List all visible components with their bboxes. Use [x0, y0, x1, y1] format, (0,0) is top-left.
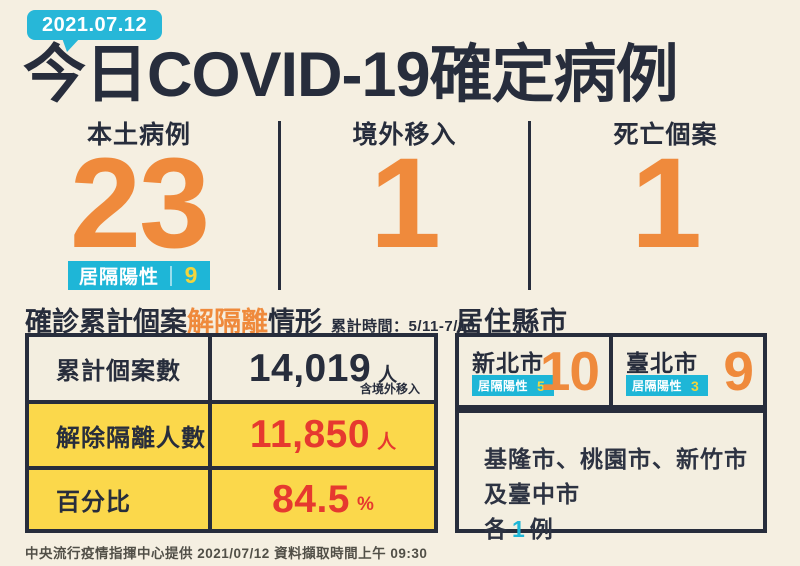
residence-city-box: 新北市 居隔陽性 5 10 臺北市 居隔陽性 3 9: [455, 333, 767, 409]
isolation-section-title: 確診累計個案解隔離情形 累計時間：5/11-7/10: [25, 300, 476, 339]
value-unit: %: [357, 493, 374, 515]
daily-stats-row: 本土病例 23 居隔陽性 9 境外移入 1 死亡個案 1: [0, 121, 800, 290]
note-suffix: 例: [529, 516, 554, 542]
badge-value: 3: [691, 377, 699, 394]
note-prefix: 各: [484, 516, 508, 542]
value-number: 11,850: [249, 413, 371, 456]
city-case-count: 9: [723, 340, 754, 402]
source-attribution: 中央流行疫情指揮中心提供 2021/07/12 資料擷取時間上午 09:30: [25, 546, 428, 561]
badge-label: 居隔陽性: [478, 379, 529, 393]
isolation-table: 累計個案數 14,019 人 含境外移入 解除隔離人數 11,850 人 百分比…: [25, 333, 438, 533]
date-badge-text: 2021.07.12: [42, 13, 148, 36]
stat-label: 死亡個案: [613, 121, 718, 149]
city-name: 新北市: [472, 350, 544, 376]
stat-value: 1: [630, 132, 702, 275]
badge-label: 居隔陽性: [79, 267, 160, 288]
stat-label: 本土病例: [86, 121, 191, 149]
city-case-count: 10: [539, 340, 600, 402]
stat-label: 境外移入: [352, 121, 457, 149]
badge-divider: [170, 265, 172, 286]
value-unit: 人: [378, 365, 398, 386]
quarantine-positive-badge: 居隔陽性 3: [626, 375, 708, 396]
badge-label: 居隔陽性: [632, 379, 683, 393]
table-row: 解除隔離人數 11,850 人: [29, 400, 434, 466]
row-label: 百分比: [29, 470, 212, 529]
quarantine-positive-badge: 居隔陽性 5: [472, 375, 554, 396]
table-row: 累計個案數 14,019 人 含境外移入: [29, 337, 434, 400]
city-cell-taipei: 臺北市 居隔陽性 3 9: [609, 337, 763, 405]
period-label: 累計時間：5/11-7/10: [331, 318, 476, 335]
badge-value: 5: [537, 377, 545, 394]
date-badge-tail: [62, 38, 80, 52]
title-prefix: 確診累計個案: [25, 307, 187, 337]
stat-imported-cases: 境外移入 1: [278, 121, 528, 290]
row-label: 累計個案數: [29, 337, 212, 400]
city-cell-new-taipei: 新北市 居隔陽性 5 10: [459, 337, 609, 405]
badge-value: 9: [184, 262, 198, 288]
value-note: 含境外移入: [359, 382, 420, 396]
stat-value: 1: [369, 132, 441, 275]
row-value: 84.5 %: [212, 470, 434, 529]
value-unit: 人: [377, 431, 397, 453]
row-value: 11,850 人: [212, 404, 434, 466]
city-name: 臺北市: [626, 350, 698, 376]
row-label: 解除隔離人數: [29, 404, 212, 466]
stat-value: 23: [69, 132, 210, 275]
value-number: 14,019: [248, 346, 372, 390]
date-badge: 2021.07.12: [27, 10, 163, 40]
quarantine-positive-badge: 居隔陽性 9: [68, 261, 210, 290]
stat-local-cases: 本土病例 23 居隔陽性 9: [0, 121, 278, 290]
title-suffix: 情形: [268, 307, 322, 337]
table-row: 百分比 84.5 %: [29, 466, 434, 529]
note-line1: 基隆市、桃園市、新竹市及臺中市: [484, 446, 748, 507]
note-count: 1: [512, 516, 526, 542]
page-title: 今日COVID-19確定病例: [23, 40, 679, 110]
value-number: 84.5: [272, 477, 350, 521]
row-value: 14,019 人 含境外移入: [212, 337, 434, 400]
title-highlight: 解隔離: [187, 307, 268, 337]
stat-death-cases: 死亡個案 1: [528, 121, 800, 290]
residence-section-title: 居住縣市: [456, 307, 568, 337]
